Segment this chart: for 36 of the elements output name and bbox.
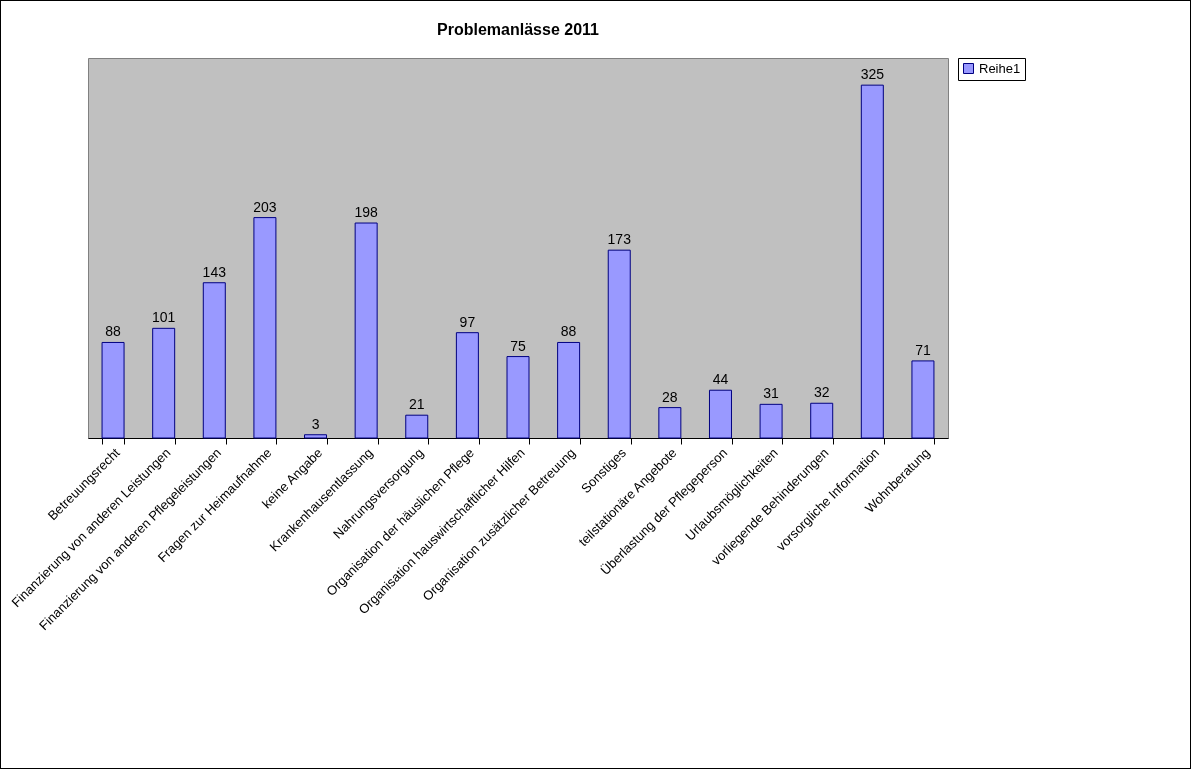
data-label: 203 — [253, 198, 277, 215]
chart-title: Problemanlässe 2011 — [437, 20, 600, 38]
bar — [607, 249, 631, 439]
data-label: 198 — [354, 204, 379, 221]
data-label: 173 — [607, 231, 632, 248]
bar — [658, 407, 682, 439]
bar — [911, 360, 935, 439]
bar — [354, 222, 378, 439]
data-label: 3 — [311, 415, 320, 432]
data-label: 32 — [813, 384, 830, 401]
bar — [253, 217, 277, 439]
data-label: 143 — [202, 263, 227, 280]
data-label: 28 — [662, 388, 678, 405]
bar — [455, 332, 479, 439]
bar — [202, 282, 226, 439]
bar — [304, 434, 328, 439]
bar — [810, 402, 834, 439]
data-label: 97 — [459, 313, 476, 330]
data-label: 88 — [105, 323, 122, 340]
bar — [860, 84, 884, 439]
data-label: 325 — [860, 66, 885, 83]
bar — [101, 341, 125, 439]
data-label: 101 — [151, 309, 176, 326]
bar — [405, 414, 429, 439]
bar — [708, 389, 732, 439]
data-label: 21 — [408, 396, 425, 413]
data-label: 75 — [510, 337, 526, 354]
bar — [152, 327, 176, 439]
bar — [506, 356, 530, 439]
legend-label: Reihe1 — [979, 60, 1021, 76]
bar — [557, 341, 581, 439]
data-label: 31 — [763, 385, 780, 402]
data-label: 71 — [915, 341, 931, 358]
bar — [759, 403, 783, 439]
data-label: 88 — [560, 323, 577, 340]
data-label: 44 — [712, 371, 729, 388]
